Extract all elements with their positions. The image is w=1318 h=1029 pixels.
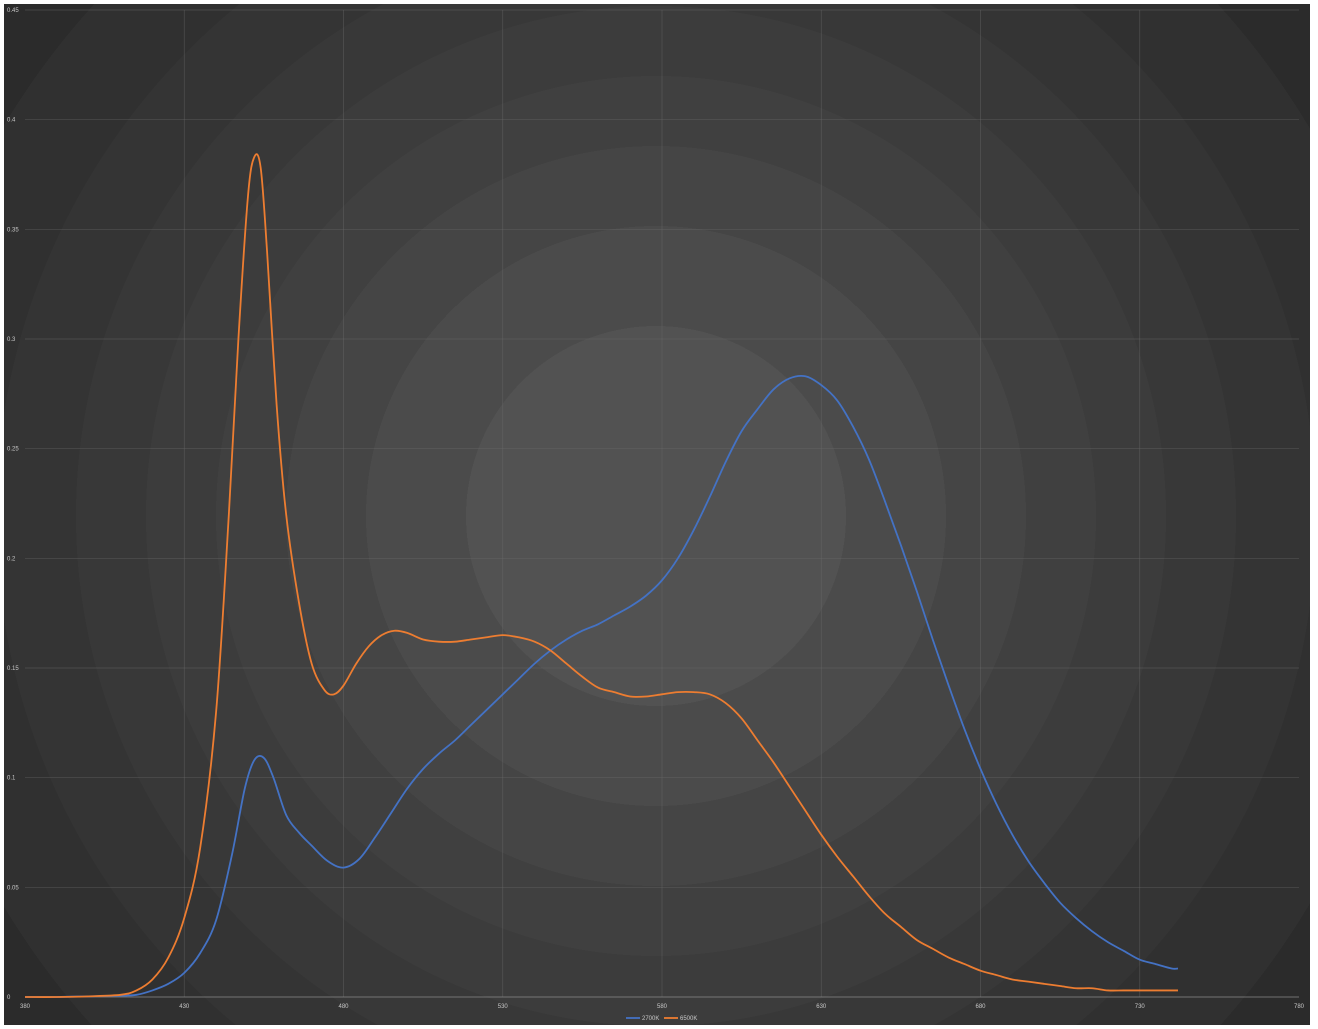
chart-area: 0 0.05 0.1 0.15 0.2 0.25 0.3 0.35 0.4 0.45 380 430 4… [4,4,1310,1025]
y-tick-label: 0.3 [7,337,16,343]
x-tick-label: 530 [498,1004,509,1010]
legend: 2700K 6500K [626,1016,697,1022]
y-tick-label: 0.1 [7,776,16,782]
y-tick-label: 0.05 [7,885,19,891]
x-tick-label: 630 [816,1004,827,1010]
y-tick-label: 0.2 [7,556,16,562]
y-tick-label: 0.4 [7,118,16,124]
series-line-6500k [24,153,1178,998]
y-tick-label: 0.45 [7,8,19,14]
x-tick-label: 580 [657,1004,668,1010]
y-tick-label: 0.25 [7,447,19,453]
y-tick-label: 0.15 [7,666,19,672]
series-line-2700k [24,374,1179,998]
y-tick-label: 0 [7,995,11,1001]
x-tick-label: 380 [20,1004,31,1010]
x-tick-label: 780 [1294,1004,1305,1010]
legend-label-6500k: 6500K [680,1016,697,1022]
x-tick-label: 480 [338,1004,349,1010]
axis-layer: 0 0.05 0.1 0.15 0.2 0.25 0.3 0.35 0.4 0.45 380 430 4… [7,8,1305,1010]
chart-svg: 0 0.05 0.1 0.15 0.2 0.25 0.3 0.35 0.4 0.45 380 430 4… [7,8,1305,1022]
x-tick-label: 680 [975,1004,986,1010]
legend-label-2700k: 2700K [642,1016,659,1022]
series-layer [24,153,1179,998]
grid-layer [25,9,1299,997]
y-tick-label: 0.35 [7,227,19,233]
x-tick-label: 730 [1135,1004,1146,1010]
x-tick-label: 430 [179,1004,190,1010]
